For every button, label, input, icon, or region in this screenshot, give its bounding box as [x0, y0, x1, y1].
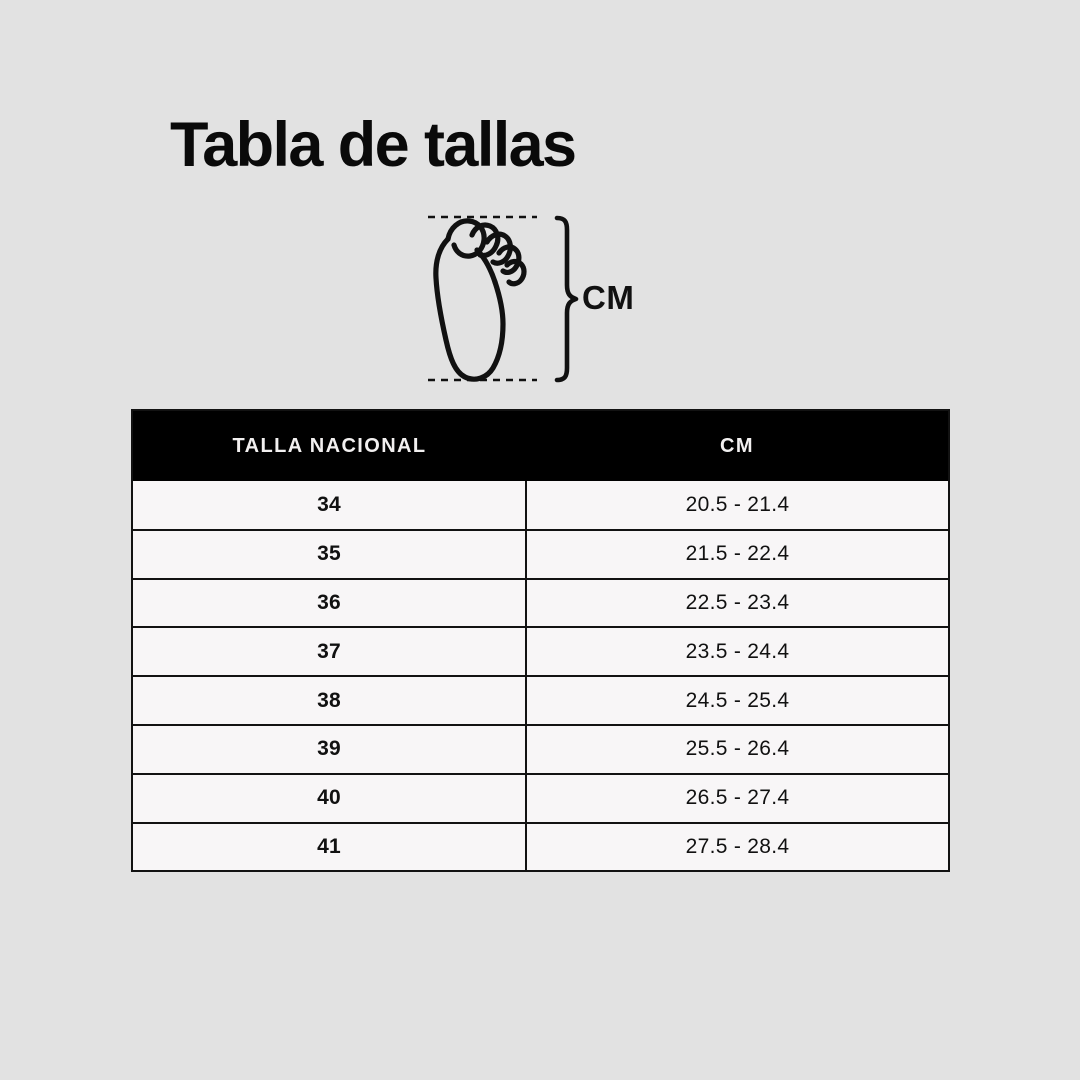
page-title: Tabla de tallas [170, 110, 577, 180]
cell-cm: 22.5 - 23.4 [525, 577, 949, 628]
table-header: TALLA NACIONAL CM [132, 410, 949, 481]
cell-cm: 26.5 - 27.4 [525, 772, 949, 823]
table-body: 34 20.5 - 21.4 35 21.5 - 22.4 36 22.5 - … [132, 481, 949, 872]
curly-brace-icon [554, 215, 579, 383]
cm-measure-label: CM [582, 279, 635, 316]
table-row: 41 27.5 - 28.4 [132, 821, 949, 872]
foot-sole-outline-icon [433, 218, 527, 382]
cell-cm: 27.5 - 28.4 [525, 821, 949, 872]
cell-size: 40 [132, 772, 526, 823]
table-row: 39 25.5 - 26.4 [132, 723, 949, 774]
table-row: 40 26.5 - 27.4 [132, 772, 949, 823]
column-header-talla-nacional: TALLA NACIONAL [132, 410, 526, 481]
table-row: 37 23.5 - 24.4 [132, 626, 949, 677]
size-chart-table: TALLA NACIONAL CM 34 20.5 - 21.4 35 21.5… [131, 409, 950, 873]
table-row: 38 24.5 - 25.4 [132, 675, 949, 725]
cell-size: 36 [132, 577, 526, 628]
table-row: 35 21.5 - 22.4 [132, 528, 949, 579]
cell-size: 34 [132, 481, 526, 530]
table-row: 36 22.5 - 23.4 [132, 577, 949, 628]
cell-size: 38 [132, 675, 526, 725]
cell-cm: 23.5 - 24.4 [525, 626, 949, 677]
cell-cm: 21.5 - 22.4 [525, 528, 949, 579]
cell-size: 37 [132, 626, 526, 677]
table-header-row: TALLA NACIONAL CM [132, 410, 949, 481]
cell-size: 35 [132, 528, 526, 579]
cell-size: 39 [132, 723, 526, 774]
column-header-cm: CM [526, 410, 949, 481]
cell-size: 41 [132, 821, 526, 872]
cell-cm: 20.5 - 21.4 [525, 481, 949, 530]
table-row: 34 20.5 - 21.4 [132, 481, 949, 530]
cell-cm: 25.5 - 26.4 [525, 723, 949, 774]
foot-measurement-diagram [415, 200, 675, 400]
cell-cm: 24.5 - 25.4 [525, 675, 949, 725]
